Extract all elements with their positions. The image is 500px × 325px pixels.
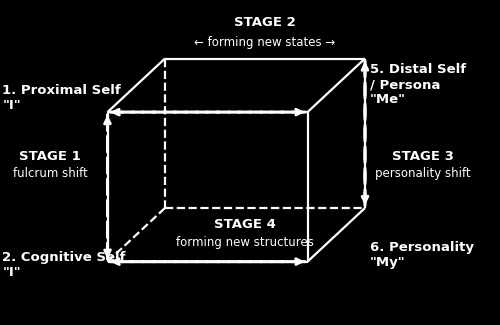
Text: STAGE 4: STAGE 4 [214, 218, 276, 231]
Text: STAGE 3: STAGE 3 [392, 150, 454, 162]
Text: ← forming new states →: ← forming new states → [194, 36, 336, 49]
Text: STAGE 2: STAGE 2 [234, 16, 296, 29]
Text: 6. Personality
"My": 6. Personality "My" [370, 241, 474, 269]
Text: 1. Proximal Self
"I": 1. Proximal Self "I" [2, 84, 121, 111]
Text: 2. Cognitive Self
"I": 2. Cognitive Self "I" [2, 251, 126, 279]
Text: STAGE 1: STAGE 1 [19, 150, 81, 162]
Text: personality shift: personality shift [374, 167, 470, 180]
Text: forming new structures: forming new structures [176, 236, 314, 249]
Text: 5. Distal Self
/ Persona
"Me": 5. Distal Self / Persona "Me" [370, 63, 466, 106]
Text: fulcrum shift: fulcrum shift [12, 167, 88, 180]
